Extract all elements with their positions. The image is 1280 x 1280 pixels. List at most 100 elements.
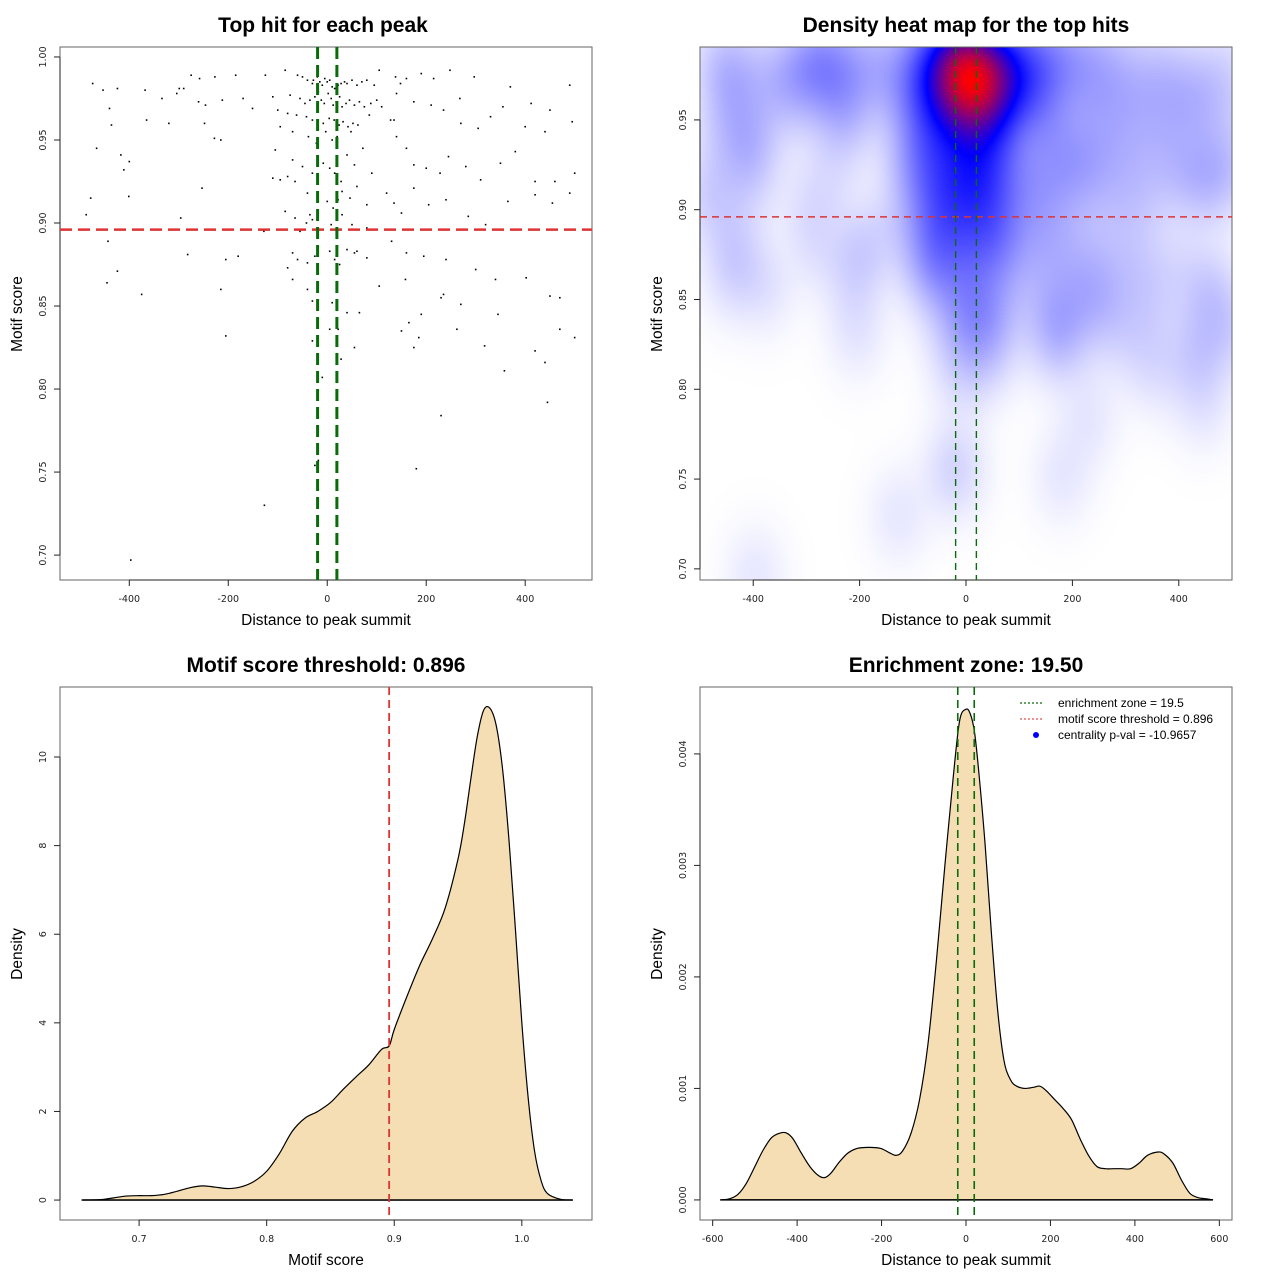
scatter-point <box>544 361 546 364</box>
scatter-point <box>89 197 92 199</box>
scatter-point <box>264 74 267 77</box>
x-tick-label: 1.0 <box>514 1234 529 1245</box>
x-tick-label: 400 <box>1170 594 1188 605</box>
scatter-point <box>312 79 315 82</box>
legend-label-threshold: motif score threshold = 0.896 <box>1058 712 1213 726</box>
scatter-point <box>295 114 298 116</box>
x-axis-label: Distance to peak summit <box>241 612 411 629</box>
scatter-point <box>338 263 341 266</box>
scatter-point <box>102 89 104 91</box>
scatter-point <box>179 217 182 219</box>
scatter-point <box>337 328 339 331</box>
scatter-point <box>221 99 224 101</box>
scatter-point <box>284 210 286 213</box>
scatter-point <box>291 159 294 161</box>
scatter-point <box>330 97 332 100</box>
scatter-point <box>333 172 336 174</box>
scatter-point <box>311 300 314 302</box>
scatter-point <box>321 84 324 86</box>
scatter-point <box>95 147 98 150</box>
scatter-point <box>442 293 445 296</box>
scatter-point <box>467 215 470 218</box>
scatter-point <box>568 84 571 86</box>
scatter-point <box>326 81 329 83</box>
scatter-point <box>272 96 274 98</box>
y-tick-label: 6 <box>38 931 49 937</box>
scatter-point <box>342 120 344 123</box>
scatter-point <box>175 92 178 95</box>
scatter-point <box>311 82 314 85</box>
scatter-point <box>237 255 239 258</box>
scatter-point <box>571 120 574 123</box>
scatter-point <box>404 278 407 281</box>
x-tick-label: -200 <box>871 1234 893 1245</box>
scatter-point <box>286 175 289 178</box>
scatter-point <box>331 86 333 88</box>
x-tick-label: 0.9 <box>387 1234 402 1245</box>
scatter-point <box>573 336 576 339</box>
scatter-point <box>242 97 244 100</box>
plot-frame <box>699 46 1233 581</box>
scatter-point <box>369 102 372 105</box>
scatter-point <box>395 135 398 138</box>
scatter-point <box>459 97 461 100</box>
scatter-point <box>301 165 304 168</box>
scatter-point <box>333 87 336 90</box>
y-axis-label: Density <box>649 928 666 980</box>
scatter-point <box>333 119 335 121</box>
scatter-point <box>568 192 571 194</box>
scatter-point <box>341 105 343 108</box>
scatter-point <box>503 369 506 372</box>
y-tick-label: 8 <box>38 843 49 849</box>
y-tick-label: 0.80 <box>38 378 49 399</box>
scatter-point <box>356 250 358 253</box>
scatter-point <box>413 346 415 349</box>
scatter-point <box>311 340 314 342</box>
scatter-point <box>534 350 536 352</box>
scatter-point <box>465 165 467 168</box>
legend-label-enrichment: enrichment zone = 19.5 <box>1058 696 1184 710</box>
scatter-point <box>279 125 282 128</box>
y-tick-label: 0.000 <box>678 1186 689 1213</box>
scatter-point <box>296 258 299 261</box>
scatter-point <box>559 296 561 299</box>
scatter-point <box>306 288 309 291</box>
scatter-point <box>108 107 111 110</box>
scatter-point <box>116 270 119 272</box>
x-tick-label: -400 <box>786 1234 808 1245</box>
scatter-point <box>346 154 348 156</box>
scatter-point <box>321 376 324 379</box>
x-axis-label: Distance to peak summit <box>881 612 1051 629</box>
x-tick-label: 600 <box>1210 1234 1228 1245</box>
scatter-point <box>351 223 353 226</box>
scatter-point <box>456 328 458 331</box>
scatter-point <box>305 222 308 224</box>
scatter-point <box>203 122 206 125</box>
scatter-point <box>324 130 327 133</box>
scatter-point <box>304 102 306 105</box>
scatter-point <box>289 94 291 96</box>
scatter-point <box>314 255 316 258</box>
scatter-point <box>328 250 331 253</box>
scatter-point <box>357 124 359 126</box>
scatter-point <box>338 124 340 126</box>
y-tick-label: 1.00 <box>38 46 49 67</box>
scatter-point <box>346 82 348 85</box>
x-tick-label: 0 <box>963 594 969 605</box>
scatter-point <box>445 258 447 261</box>
scatter-point <box>345 102 347 105</box>
scatter-point <box>197 100 200 103</box>
scatter-point <box>85 213 88 216</box>
y-tick-label: 0.85 <box>38 295 49 316</box>
scatter-point <box>413 187 415 189</box>
scatter-point <box>479 179 482 181</box>
scatter-point <box>554 180 556 183</box>
scatter-point <box>301 76 304 78</box>
scatter-point <box>366 257 368 259</box>
scatter-point <box>294 180 296 183</box>
scatter-point <box>234 74 237 77</box>
x-tick-label: -400 <box>119 594 141 605</box>
scatter-point <box>186 253 189 256</box>
scatter-point <box>201 187 203 189</box>
scatter-point <box>306 192 309 194</box>
